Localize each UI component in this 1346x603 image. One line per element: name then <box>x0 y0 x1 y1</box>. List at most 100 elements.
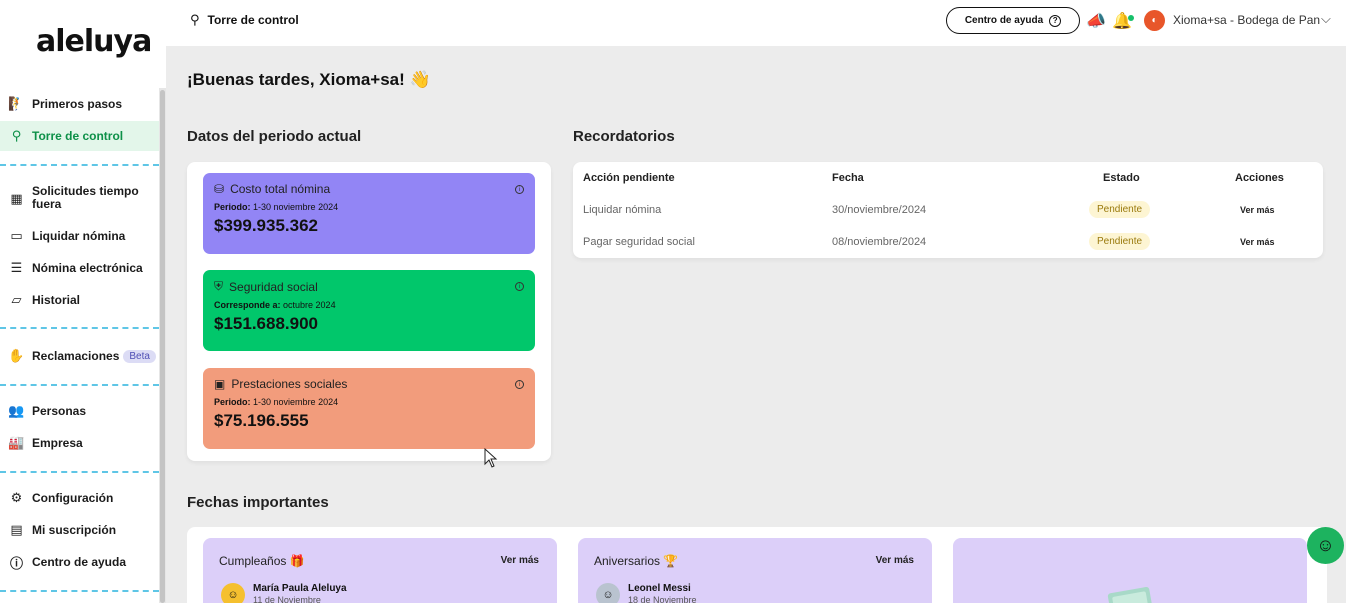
calendar-icon: ▦ <box>8 190 25 207</box>
info-icon[interactable]: i <box>515 380 524 389</box>
person-avatar: ☺ <box>221 583 245 603</box>
beta-badge: Beta <box>123 350 156 363</box>
main-content: ¡Buenas tardes, Xioma+sa! 👋 Datos del pe… <box>166 46 1346 603</box>
climber-icon: 🧗 <box>8 96 25 113</box>
stat-value: $151.688.900 <box>214 314 524 334</box>
help-center-label: Centro de ayuda <box>965 15 1043 26</box>
sidebar-item-empresa[interactable]: 🏭 Empresa <box>0 428 159 458</box>
card-title: Cumpleaños 🎁 <box>219 554 305 568</box>
aleluya-logo[interactable]: aleluya <box>36 24 151 59</box>
user-company-name[interactable]: Xioma+sa - Bodega de Pan <box>1173 13 1320 27</box>
chevron-down-icon[interactable]: ⌵ <box>1321 11 1331 27</box>
sidebar-item-label: Centro de ayuda <box>32 555 126 569</box>
person-name: Leonel Messi <box>628 583 691 594</box>
sidebar-item-historial[interactable]: ▱ Historial <box>0 285 159 315</box>
sidebar-item-nomina-electronica[interactable]: ☰ Nómina electrónica <box>0 253 159 283</box>
sidebar-item-reclamaciones[interactable]: ✋ Reclamaciones Beta <box>0 341 159 371</box>
important-dates-panel: Cumpleaños 🎁 Ver más ☺ María Paula Alelu… <box>187 527 1327 603</box>
sidebar-item-label: Mi suscripción <box>32 523 116 537</box>
sidebar-item-label: Primeros pasos <box>32 97 122 111</box>
stamp-icon: ⚲ <box>190 12 200 28</box>
sidebar-item-mi-suscripcion[interactable]: ▤ Mi suscripción <box>0 515 159 545</box>
sidebar-item-solicitudes[interactable]: ▦ Solicitudes tiempo fuera <box>0 179 159 217</box>
gear-icon: ⚙ <box>8 490 25 507</box>
ver-mas-link[interactable]: Ver más <box>1240 237 1275 247</box>
reminder-date: 08/noviembre/2024 <box>832 236 926 248</box>
money-hand-icon: ⛁ <box>214 182 224 196</box>
bell-icon[interactable]: 🔔 <box>1111 10 1133 32</box>
sidebar-item-configuracion[interactable]: ⚙ Configuración <box>0 483 159 513</box>
stat-title: Costo total nómina <box>230 182 330 196</box>
breadcrumb-label: Torre de control <box>208 13 299 27</box>
column-header-date: Fecha <box>832 172 864 184</box>
shield-heart-icon: ⛨ <box>214 279 223 294</box>
reminder-date: 30/noviembre/2024 <box>832 204 926 216</box>
sidebar: aleluya 🧗 Primeros pasos ⚲ Torre de cont… <box>0 0 166 603</box>
factory-icon: 🏭 <box>8 435 25 452</box>
support-chat-button[interactable]: ☺ <box>1307 527 1344 564</box>
sidebar-item-torre-de-control[interactable]: ⚲ Torre de control <box>0 121 159 151</box>
help-center-button[interactable]: Centro de ayuda ? <box>946 7 1080 34</box>
sidebar-item-label: Torre de control <box>32 129 123 143</box>
stat-title: Prestaciones sociales <box>231 377 347 391</box>
person-date: 18 de Noviembre <box>628 595 697 603</box>
stat-sub-value: 1-30 noviembre 2024 <box>253 397 338 407</box>
reminders-table: Acción pendiente Fecha Estado Acciones L… <box>573 162 1323 258</box>
hand-coin-icon: ✋ <box>8 348 25 365</box>
benefits-icon: ▣ <box>214 377 225 391</box>
status-badge: Pendiente <box>1089 233 1150 250</box>
sidebar-item-label: Empresa <box>32 436 83 450</box>
birthdays-card: Cumpleaños 🎁 Ver más ☺ María Paula Alelu… <box>203 538 557 603</box>
stat-value: $399.935.362 <box>214 216 524 236</box>
notification-dot <box>1128 15 1134 21</box>
megaphone-icon[interactable]: 📣 <box>1085 10 1107 32</box>
person-date: 11 de Noviembre <box>253 595 321 603</box>
status-badge: Pendiente <box>1089 201 1150 218</box>
sidebar-item-label: Solicitudes tiempo fuera <box>32 185 159 211</box>
sidebar-divider <box>0 590 159 592</box>
sidebar-item-label: Personas <box>32 404 86 418</box>
sidebar-item-centro-de-ayuda[interactable]: ⓘ Centro de ayuda <box>0 547 159 577</box>
info-icon[interactable]: i <box>515 185 524 194</box>
user-avatar[interactable]: ◐ <box>1144 10 1165 31</box>
sidebar-scrollbar[interactable] <box>160 90 165 603</box>
sidebar-divider <box>0 327 159 329</box>
mouse-cursor <box>484 448 498 468</box>
sidebar-item-liquidar-nomina[interactable]: ▭ Liquidar nómina <box>0 221 159 251</box>
period-stats-panel: ⛁ Costo total nómina i Periodo: 1-30 novi… <box>187 162 551 461</box>
folder-open-icon: ▱ <box>8 292 25 309</box>
stat-value: $75.196.555 <box>214 411 524 431</box>
stat-card-social-security: ⛨ Seguridad social i Corresponde a: octub… <box>203 270 535 351</box>
info-icon[interactable]: i <box>515 282 524 291</box>
sidebar-divider <box>0 384 159 386</box>
ver-mas-link[interactable]: Ver más <box>501 555 539 566</box>
cash-illustration <box>953 538 1307 603</box>
receipt-icon: ▤ <box>8 522 25 539</box>
card-title: Aniversarios 🏆 <box>594 554 678 568</box>
breadcrumb: ⚲ Torre de control <box>190 12 299 28</box>
stamp-icon: ⚲ <box>8 128 25 145</box>
wallet-icon: ▭ <box>8 228 25 245</box>
period-section-title: Datos del periodo actual <box>187 128 361 145</box>
sidebar-divider <box>0 164 159 166</box>
sidebar-item-label: Reclamaciones <box>32 349 119 363</box>
anniversaries-card: Aniversarios 🏆 Ver más ☺ Leonel Messi 18… <box>578 538 932 603</box>
column-header-status: Estado <box>1103 172 1140 184</box>
person-name: María Paula Aleluya <box>253 583 347 594</box>
stat-sub-value: 1-30 noviembre 2024 <box>253 202 338 212</box>
person-avatar: ☺ <box>596 583 620 603</box>
sidebar-item-label: Liquidar nómina <box>32 229 125 243</box>
sidebar-item-personas[interactable]: 👥 Personas <box>0 396 159 426</box>
stat-title: Seguridad social <box>229 280 318 294</box>
ver-mas-link[interactable]: Ver más <box>1240 205 1275 215</box>
greeting: ¡Buenas tardes, Xioma+sa! 👋 <box>187 70 431 90</box>
ver-mas-link[interactable]: Ver más <box>876 555 914 566</box>
reminders-section-title: Recordatorios <box>573 128 675 145</box>
money-illustration-card <box>953 538 1307 603</box>
stat-card-social-benefits: ▣ Prestaciones sociales i Periodo: 1-30 n… <box>203 368 535 449</box>
reminder-action: Pagar seguridad social <box>583 236 695 248</box>
column-header-actions: Acciones <box>1235 172 1284 184</box>
stat-sub-label: Periodo: <box>214 397 251 407</box>
sidebar-item-primeros-pasos[interactable]: 🧗 Primeros pasos <box>0 89 159 119</box>
info-icon: ⓘ <box>8 554 25 571</box>
